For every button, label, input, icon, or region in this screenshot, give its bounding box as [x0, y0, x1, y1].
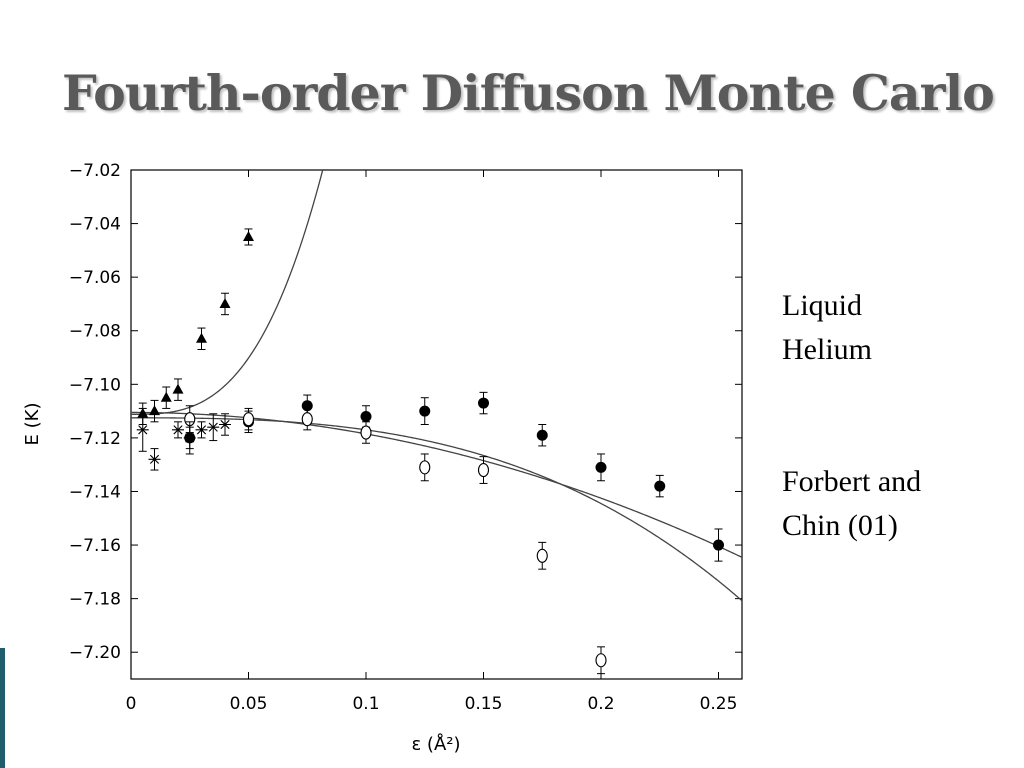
series-open-circle	[184, 405, 607, 675]
data-point-triangle	[219, 297, 231, 308]
x-axis-ticks: 0 0.05 0.1 0.15 0.2 0.25	[126, 170, 738, 714]
accent-bar	[0, 648, 5, 768]
data-points	[136, 228, 724, 675]
y-tick-label: −7.18	[69, 590, 121, 610]
y-axis-label: E (K)	[22, 403, 43, 446]
note-forbert-chin: Forbert and Chin (01)	[782, 465, 922, 542]
data-point-filled-circle	[536, 429, 548, 441]
data-point-asterisk	[195, 425, 208, 435]
fit-curve-filled-circle	[131, 411, 742, 558]
y-tick-label: −7.10	[69, 375, 121, 395]
data-point-open-circle	[242, 412, 255, 427]
fit-curve-filled-triangle	[131, 170, 324, 415]
data-point-asterisk	[183, 433, 196, 443]
y-tick-label: −7.08	[69, 322, 121, 342]
data-point-asterisk	[207, 422, 220, 432]
data-point-asterisk	[219, 419, 231, 430]
data-point-asterisk	[148, 454, 161, 464]
data-point-triangle	[243, 230, 254, 241]
y-tick-label: −7.16	[69, 536, 121, 556]
y-tick-label: −7.02	[69, 161, 121, 181]
data-point-asterisk	[136, 425, 149, 435]
x-tick-label: 0.2	[587, 694, 614, 714]
y-axis-ticks: −7.02 −7.04 −7.06 −7.08 −7.10 −7.12 −7.14 −7.16…	[69, 161, 742, 663]
data-point-open-circle	[301, 412, 313, 427]
plot-frame	[130, 169, 743, 680]
fit-curves	[131, 170, 742, 602]
data-point-filled-circle	[595, 461, 607, 473]
x-tick-label: 0.25	[700, 694, 738, 714]
y-tick-label: −7.20	[69, 643, 121, 663]
data-point-open-circle	[419, 460, 431, 475]
x-tick-label: 0.05	[230, 694, 268, 714]
x-tick-label: 0.15	[465, 694, 503, 714]
note-liquid-helium: Liquid Helium	[782, 289, 872, 366]
data-point-triangle	[160, 391, 172, 402]
data-point-open-circle	[477, 462, 490, 478]
y-tick-label: −7.14	[69, 482, 121, 502]
slide-title: Fourth-order Diffuson Monte Carlo	[62, 64, 995, 122]
x-tick-label: 0	[126, 694, 137, 714]
data-point-filled-circle	[478, 397, 489, 409]
x-tick-label: 0.1	[352, 694, 379, 714]
data-point-triangle	[172, 383, 184, 394]
data-point-open-circle	[595, 653, 607, 668]
data-point-filled-circle	[419, 405, 431, 417]
data-point-open-circle	[536, 548, 548, 563]
data-point-triangle	[149, 405, 160, 416]
data-point-filled-circle	[713, 539, 724, 551]
fit-curve-open-circle	[131, 417, 742, 602]
series-asterisk	[136, 407, 231, 471]
data-point-filled-circle	[654, 480, 666, 492]
y-tick-label: −7.04	[69, 215, 121, 235]
data-point-open-circle	[360, 425, 372, 440]
y-tick-label: −7.06	[69, 268, 121, 288]
x-axis-label: ε (Å²)	[411, 733, 460, 755]
data-point-filled-circle	[360, 410, 372, 422]
y-tick-label: −7.12	[69, 429, 121, 449]
data-point-triangle	[196, 332, 207, 343]
data-point-asterisk	[172, 425, 184, 435]
